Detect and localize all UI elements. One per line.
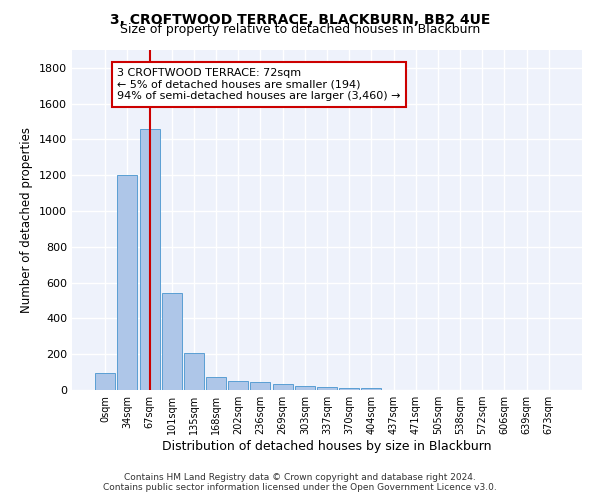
Text: 3, CROFTWOOD TERRACE, BLACKBURN, BB2 4UE: 3, CROFTWOOD TERRACE, BLACKBURN, BB2 4UE (110, 12, 490, 26)
Bar (140, 128, 160, 390)
Bar (272, 384, 293, 390)
Bar (339, 388, 359, 390)
Bar (184, 354, 204, 390)
Bar (118, 176, 137, 390)
Bar (162, 294, 182, 390)
X-axis label: Distribution of detached houses by size in Blackburn: Distribution of detached houses by size … (162, 440, 492, 453)
Text: Contains HM Land Registry data © Crown copyright and database right 2024.
Contai: Contains HM Land Registry data © Crown c… (103, 473, 497, 492)
Y-axis label: Number of detached properties: Number of detached properties (20, 127, 34, 313)
Text: 3 CROFTWOOD TERRACE: 72sqm
← 5% of detached houses are smaller (194)
94% of semi: 3 CROFTWOOD TERRACE: 72sqm ← 5% of detac… (118, 68, 401, 101)
Bar (206, 376, 226, 390)
Bar (361, 388, 382, 390)
Bar (317, 387, 337, 390)
Bar (228, 381, 248, 390)
Bar (295, 386, 315, 390)
Bar (250, 382, 271, 390)
Text: Size of property relative to detached houses in Blackburn: Size of property relative to detached ho… (120, 22, 480, 36)
Bar (95, 373, 115, 390)
